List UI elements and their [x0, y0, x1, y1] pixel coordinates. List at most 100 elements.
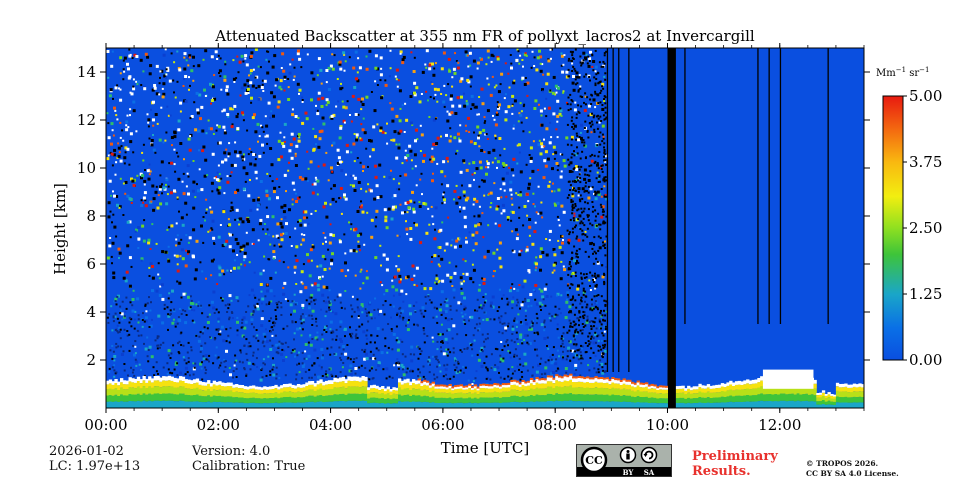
heatmap-cell [470, 107, 473, 110]
heatmap-cell [540, 114, 543, 117]
heatmap-cell [599, 81, 602, 83]
heatmap-cell [259, 283, 263, 286]
heatmap-cell [193, 366, 196, 369]
heatmap-cell [579, 87, 582, 90]
boundary-layer-cell [193, 379, 197, 384]
heatmap-cell [316, 265, 319, 268]
boundary-layer-cell [389, 389, 393, 392]
heatmap-cell [143, 179, 147, 183]
heatmap-cell [461, 315, 464, 318]
heatmap-cell [586, 62, 589, 65]
boundary-layer-cell [120, 394, 124, 402]
heatmap-cell [126, 147, 130, 151]
boundary-layer-cell [190, 380, 194, 384]
heatmap-cell [420, 350, 423, 353]
heatmap-cell [355, 337, 357, 340]
heatmap-cell [300, 334, 303, 337]
boundary-layer-cell [179, 376, 183, 381]
heatmap-cell [356, 79, 360, 83]
boundary-layer-cell [493, 397, 497, 403]
boundary-layer-cell [482, 392, 486, 398]
boundary-layer-cell [235, 384, 239, 388]
boundary-layer-cell [285, 397, 289, 403]
heatmap-cell [130, 202, 133, 204]
heatmap-cell [119, 56, 123, 60]
heatmap-cell [188, 236, 192, 240]
heatmap-cell [362, 330, 366, 334]
heatmap-cell [605, 300, 608, 303]
heatmap-cell [109, 88, 113, 92]
heatmap-cell [213, 338, 216, 341]
heatmap-cell [473, 106, 476, 109]
heatmap-cell [581, 345, 584, 348]
heatmap-cell [483, 194, 486, 197]
heatmap-cell [304, 286, 308, 290]
heatmap-cell [548, 180, 551, 183]
boundary-layer-cell [428, 392, 433, 398]
heatmap-cell [575, 224, 577, 227]
heatmap-cell [370, 218, 374, 222]
heatmap-cell [123, 162, 126, 165]
boundary-layer-cell [355, 376, 360, 381]
heatmap-cell [400, 278, 402, 281]
heatmap-cell [250, 151, 253, 154]
boundary-layer-cell [471, 398, 475, 404]
heatmap-cell [601, 371, 605, 375]
boundary-layer-cell [237, 397, 242, 403]
heatmap-cell [601, 314, 604, 317]
heatmap-cell [560, 337, 563, 340]
heatmap-cell [392, 294, 395, 297]
heatmap-cell [556, 99, 560, 103]
heatmap-cell [547, 347, 550, 350]
heatmap-cell [224, 304, 227, 307]
heatmap-cell [600, 323, 603, 326]
heatmap-cell [230, 125, 234, 129]
heatmap-cell [222, 125, 226, 129]
heatmap-cell [575, 116, 578, 119]
heatmap-cell [390, 107, 394, 111]
heatmap-cell [596, 190, 600, 194]
heatmap-cell [558, 224, 561, 227]
boundary-layer-cell [184, 383, 188, 389]
heatmap-cell [526, 214, 529, 217]
heatmap-cell [135, 364, 138, 367]
heatmap-cell [574, 78, 577, 81]
heatmap-cell [498, 371, 500, 374]
boundary-layer-cell [479, 392, 483, 398]
heatmap-cell [225, 148, 228, 151]
boundary-layer-cell [150, 387, 155, 395]
heatmap-cell [362, 117, 365, 120]
heatmap-cell [265, 189, 269, 193]
heatmap-cell [167, 297, 170, 300]
boundary-layer-cell [372, 397, 376, 403]
heatmap-cell [481, 102, 485, 106]
heatmap-cell [579, 61, 582, 64]
boundary-layer-cell [529, 401, 534, 408]
heatmap-cell [107, 154, 110, 157]
heatmap-cell [512, 127, 515, 130]
heatmap-cell [503, 147, 506, 150]
heatmap-cell [140, 84, 143, 86]
heatmap-cell [592, 252, 594, 255]
heatmap-cell [602, 347, 605, 349]
heatmap-cell [140, 257, 144, 261]
heatmap-cell [579, 228, 582, 230]
heatmap-cell [552, 145, 556, 149]
heatmap-cell [578, 226, 580, 229]
heatmap-cell [604, 96, 607, 99]
boundary-layer-cell [333, 401, 337, 408]
heatmap-cell [496, 55, 500, 59]
heatmap-cell [296, 196, 300, 200]
heatmap-cell [530, 327, 533, 331]
heatmap-cell [200, 304, 203, 307]
boundary-layer-cell [134, 378, 138, 383]
heatmap-cell [229, 107, 233, 111]
boundary-layer-cell [142, 393, 146, 401]
boundary-layer-cell [482, 388, 486, 393]
heatmap-cell [601, 140, 604, 143]
heatmap-cell [247, 305, 250, 308]
heatmap-cell [229, 373, 232, 377]
heatmap-cell [140, 334, 143, 337]
boundary-layer-cell [296, 391, 301, 398]
heatmap-cell [531, 242, 535, 246]
